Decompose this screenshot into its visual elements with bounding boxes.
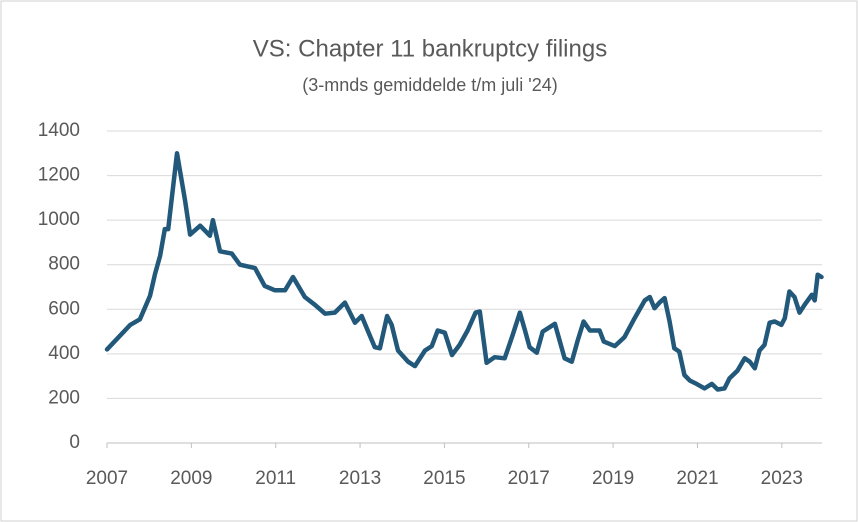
y-tick-label: 0 xyxy=(69,432,80,453)
y-tick-label: 600 xyxy=(48,298,80,319)
y-tick-label: 400 xyxy=(48,343,80,364)
y-tick-label: 1000 xyxy=(38,209,80,230)
y-tick-label: 800 xyxy=(48,254,80,275)
x-tick-label: 2009 xyxy=(170,468,212,489)
y-tick-label: 1200 xyxy=(38,165,80,186)
y-tick-label: 200 xyxy=(48,387,80,408)
y-tick-label: 1400 xyxy=(38,120,80,141)
x-tick-label: 2023 xyxy=(761,468,803,489)
chart-subtitle: (3-mnds gemiddelde t/m juli '24) xyxy=(302,75,558,95)
x-tick-label: 2015 xyxy=(423,468,465,489)
x-tick-label: 2011 xyxy=(255,468,296,489)
x-tick-label: 2013 xyxy=(339,468,381,489)
chart-title: VS: Chapter 11 bankruptcy filings xyxy=(253,35,607,62)
x-tick-label: 2007 xyxy=(86,468,128,489)
series-line xyxy=(104,151,824,392)
x-tick-label: 2017 xyxy=(508,468,550,489)
x-tick-label: 2021 xyxy=(676,468,718,489)
x-tick-label: 2019 xyxy=(592,468,634,489)
